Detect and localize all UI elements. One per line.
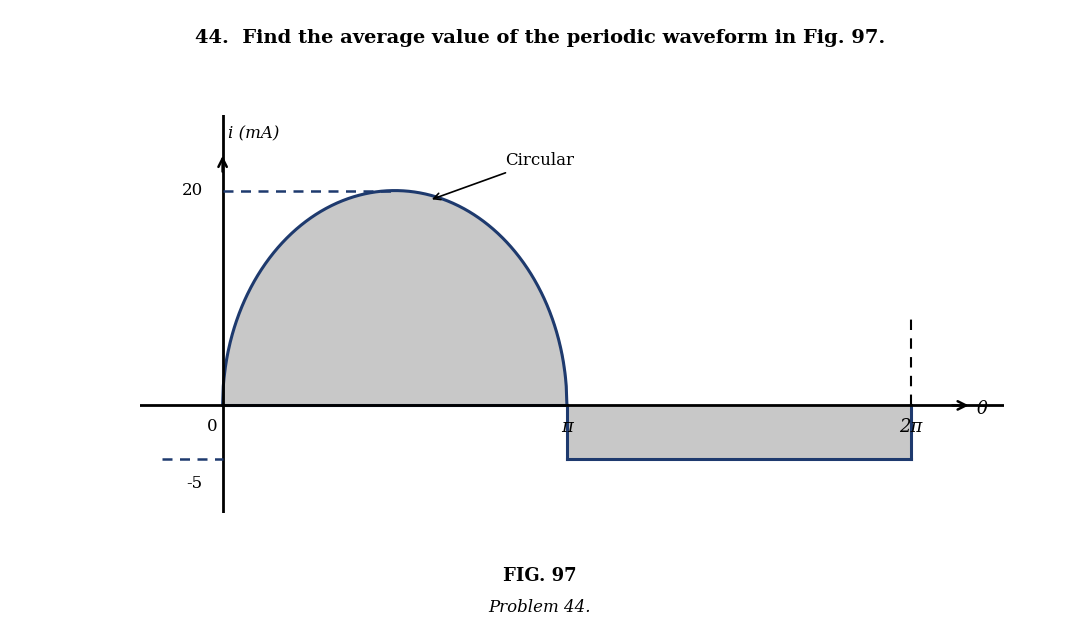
Text: 44.  Find the average value of the periodic waveform in Fig. 97.: 44. Find the average value of the period… [194, 29, 886, 47]
Text: 0: 0 [206, 419, 217, 435]
Text: θ: θ [977, 399, 988, 418]
Text: -5: -5 [187, 475, 203, 492]
Text: Circular: Circular [433, 152, 573, 199]
Text: 20: 20 [181, 182, 203, 199]
Text: 2π: 2π [900, 419, 923, 437]
Text: i (mA): i (mA) [228, 125, 280, 142]
Text: π: π [561, 419, 572, 437]
Text: Problem 44.: Problem 44. [489, 599, 591, 617]
Text: FIG. 97: FIG. 97 [503, 567, 577, 585]
